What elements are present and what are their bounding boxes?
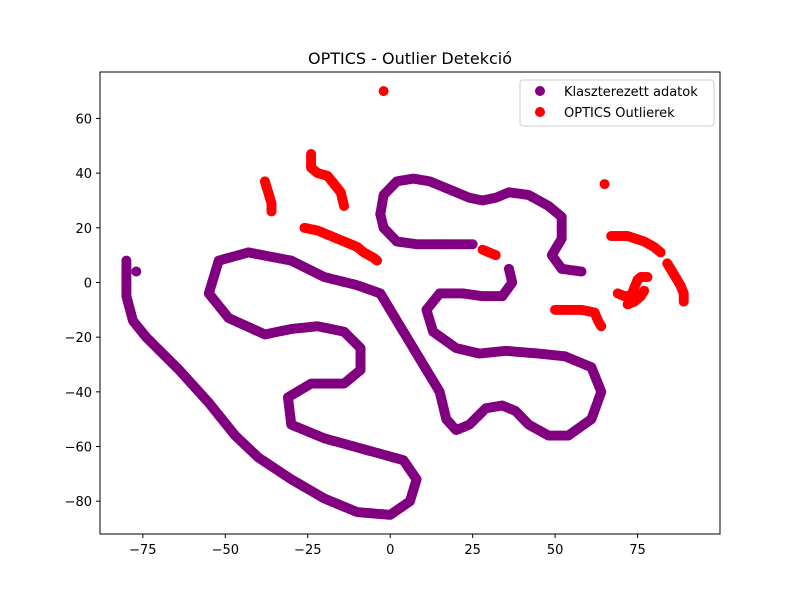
data-point bbox=[642, 272, 653, 283]
chart-title: OPTICS - Outlier Detekció bbox=[308, 49, 512, 68]
y-tick-label: 40 bbox=[75, 167, 92, 182]
data-point bbox=[266, 206, 277, 217]
legend: Klaszterezett adatok OPTICS Outlierek bbox=[519, 79, 715, 127]
legend-box bbox=[519, 79, 715, 127]
ticks-layer: −75 −50 −25 0 25 50 75 −80 −60 −40 −20 0 20 40 60 bbox=[65, 112, 646, 558]
data-point bbox=[655, 247, 666, 258]
legend-marker-clustered bbox=[535, 86, 545, 96]
data-point bbox=[339, 200, 350, 211]
x-tick-label: −25 bbox=[294, 543, 321, 558]
data-point bbox=[372, 255, 383, 266]
x-tick-label: 50 bbox=[547, 543, 564, 558]
x-tick-label: −75 bbox=[129, 543, 156, 558]
data-point bbox=[467, 239, 478, 250]
series-outliers bbox=[259, 86, 689, 332]
x-tick-label: 0 bbox=[386, 543, 394, 558]
x-tick-label: 75 bbox=[629, 543, 646, 558]
y-tick-label: 0 bbox=[84, 276, 92, 291]
x-tick-label: 25 bbox=[464, 543, 481, 558]
y-tick-label: 60 bbox=[75, 112, 92, 127]
data-point bbox=[678, 296, 689, 307]
y-tick-label: −60 bbox=[65, 441, 92, 456]
series-clustered bbox=[121, 173, 607, 520]
y-tick-label: −20 bbox=[65, 331, 92, 346]
data-point bbox=[378, 86, 389, 97]
data-point bbox=[490, 250, 501, 261]
y-tick-label: −40 bbox=[65, 386, 92, 401]
x-tick-label: −50 bbox=[212, 543, 239, 558]
data-point bbox=[599, 179, 610, 190]
data-point bbox=[576, 266, 587, 277]
data-point bbox=[503, 263, 514, 274]
data-point bbox=[596, 321, 607, 332]
legend-label-clustered: Klaszterezett adatok bbox=[564, 85, 698, 100]
y-tick-label: −80 bbox=[65, 495, 92, 510]
legend-marker-outliers bbox=[535, 107, 545, 117]
data-point bbox=[131, 266, 142, 277]
y-tick-label: 20 bbox=[75, 222, 92, 237]
plot-frame bbox=[99, 71, 721, 535]
data-point bbox=[639, 285, 650, 296]
points-layer bbox=[121, 86, 689, 520]
legend-label-outliers: OPTICS Outlierek bbox=[564, 106, 675, 121]
